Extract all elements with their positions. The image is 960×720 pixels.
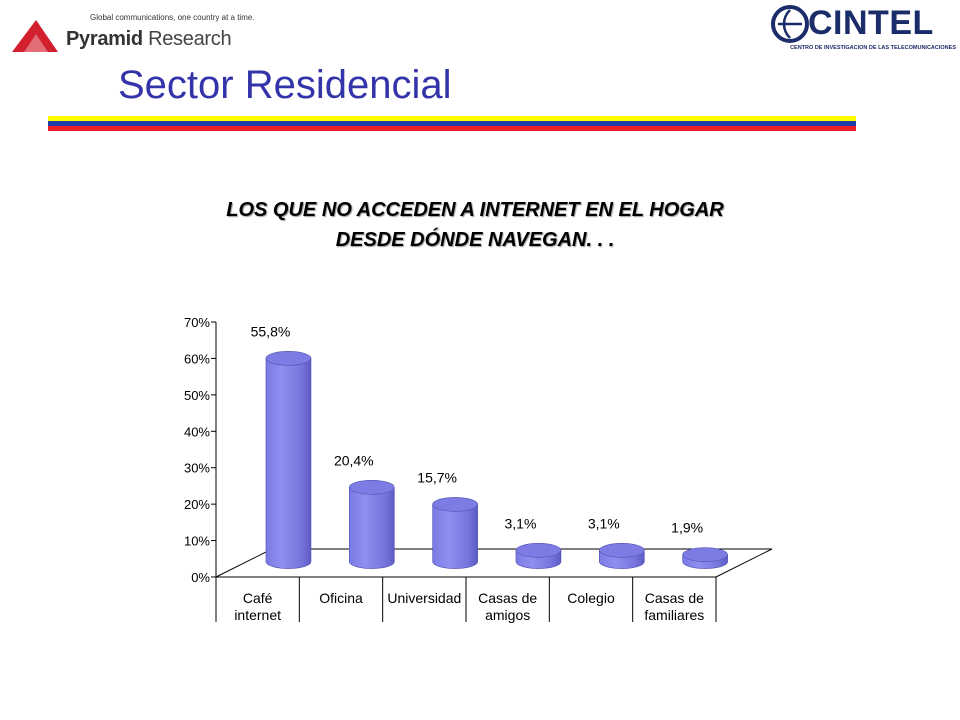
chart-title-line-2: DESDE DÓNDE NAVEGAN. . .: [335, 229, 615, 251]
y-tick-label: 60%: [184, 351, 210, 366]
logo-brand: Pyramid Research: [66, 28, 232, 50]
x-tick-label: Casas de: [478, 590, 537, 606]
data-label: 3,1%: [505, 515, 537, 531]
x-tick-label: Casas de: [645, 590, 704, 606]
stripe-blue: [48, 121, 856, 126]
y-tick-label: 30%: [184, 461, 210, 476]
y-tick-label: 70%: [184, 315, 210, 330]
data-label: 55,8%: [251, 323, 291, 339]
data-label: 15,7%: [417, 469, 457, 485]
x-tick-label: Universidad: [387, 590, 461, 606]
x-tick-label: Colegio: [567, 590, 615, 606]
logo-tagline: Global communications, one country at a …: [90, 13, 255, 22]
bar-top: [348, 479, 395, 495]
y-tick-label: 20%: [184, 497, 210, 512]
flag-stripes: [48, 116, 856, 131]
cintel-subline: CENTRO DE INVESTIGACION DE LAS TELECOMUN…: [790, 45, 956, 51]
bar: [265, 358, 312, 569]
data-label: 1,9%: [671, 520, 703, 536]
data-label: 20,4%: [334, 452, 374, 468]
bar-top: [265, 351, 312, 366]
x-tick-label: amigos: [485, 607, 530, 623]
x-tick-label: familiares: [644, 607, 704, 623]
bar: [349, 486, 395, 569]
globe-icon: [771, 5, 809, 43]
chart-title: LOS QUE NO ACCEDEN A INTERNET EN EL HOGA…: [120, 195, 830, 255]
data-label: 3,1%: [588, 515, 620, 531]
chart-title-line-1: LOS QUE NO ACCEDEN A INTERNET EN EL HOGA…: [226, 199, 724, 221]
stripe-yellow: [48, 116, 856, 121]
x-tick-label: Café: [243, 590, 273, 606]
bar-top: [598, 543, 645, 558]
bar: [432, 504, 478, 569]
page-title: Sector Residencial: [118, 63, 452, 107]
x-tick-label: Oficina: [319, 590, 363, 606]
bar-top: [432, 497, 478, 512]
stripe-red: [48, 126, 856, 131]
y-tick-label: 10%: [184, 534, 210, 549]
y-tick-label: 50%: [184, 388, 210, 403]
bar-top: [682, 547, 728, 562]
x-tick-label: internet: [234, 607, 281, 623]
bar-top: [515, 543, 562, 558]
cintel-wordmark: CINTEL: [808, 4, 934, 42]
pyramid-research-logo: Global communications, one country at a …: [10, 10, 255, 55]
y-tick-label: 40%: [184, 424, 210, 439]
pyramid-logo-icon: [12, 20, 58, 52]
cintel-logo: CINTEL CENTRO DE INVESTIGACION DE LAS TE…: [760, 0, 960, 65]
y-tick-label: 0%: [191, 570, 210, 585]
